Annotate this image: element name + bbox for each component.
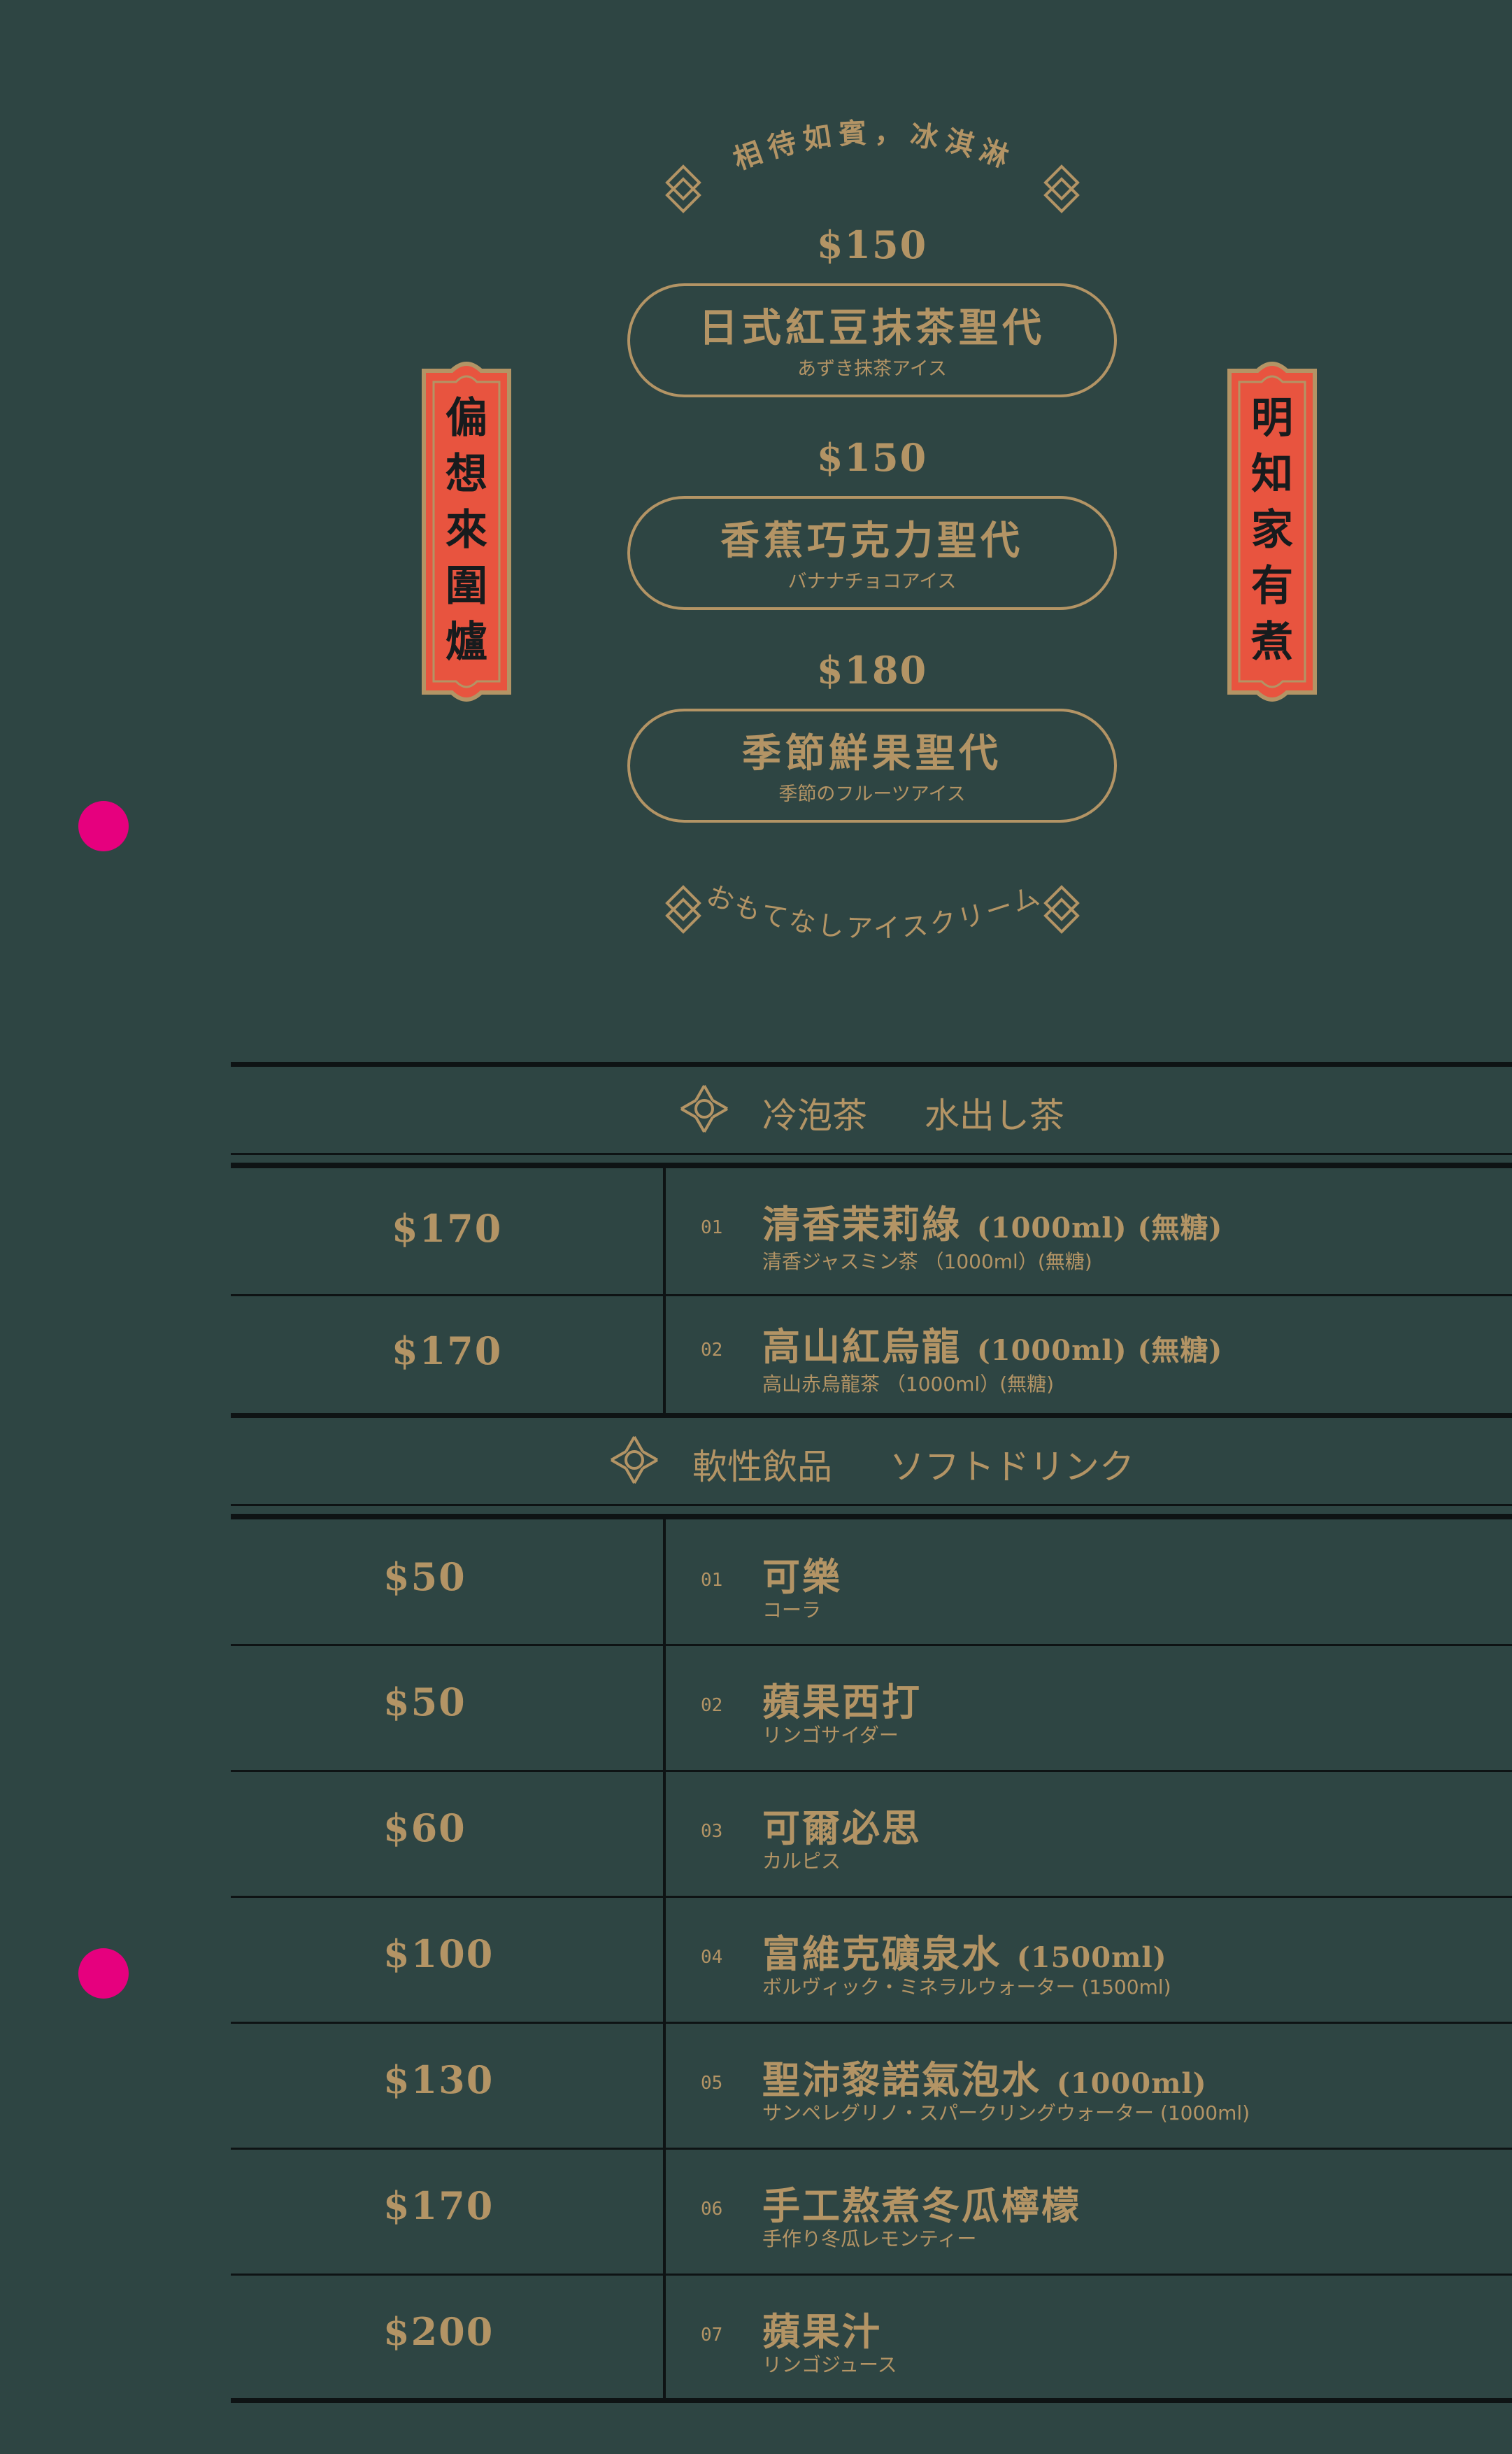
item-volume: (1500ml)	[1016, 1941, 1167, 1974]
item-price: $100	[383, 1931, 494, 1976]
item-jp: 清香ジャスミン茶 （1000ml）(無糖)	[762, 1250, 1092, 1273]
item-number: 03	[701, 1821, 723, 1842]
item-number: 04	[701, 1947, 723, 1968]
item-jp: 高山赤烏龍茶 （1000ml）(無糖)	[762, 1373, 1055, 1396]
item-price: $50	[383, 1554, 466, 1599]
item-price: $170	[383, 2183, 494, 2228]
diamond-icon-top-left	[665, 164, 701, 213]
divider	[231, 1413, 1512, 1418]
dessert-name-1: 日式紅豆抹茶聖代	[699, 305, 1046, 351]
item-number: 02	[701, 1695, 723, 1716]
bottom-arc-text: おもてなしアイスクリーム	[702, 879, 1046, 944]
item-name: 清香茉莉綠 (1000ml) (無糖)	[762, 1202, 1223, 1247]
item-price: $130	[383, 2057, 494, 2102]
banner-right-text: 明知家有煮	[1251, 394, 1293, 667]
divider	[231, 1770, 1512, 1772]
banner-left-text: 偏想來圍爐	[445, 394, 487, 667]
item-name: 蘋果汁	[762, 2309, 882, 2354]
column-divider	[663, 1519, 666, 2399]
dessert-jp-2: バナナチョコアイス	[787, 571, 957, 593]
marker-dot	[78, 1948, 129, 1999]
divider	[231, 1294, 1512, 1296]
banner-right: 明知家有煮	[1222, 357, 1322, 707]
item-jp: ボルヴィック・ミネラルウォーター (1500ml)	[762, 1976, 1171, 1999]
table-row: $170 02 高山紅烏龍 (1000ml) (無糖) 高山赤烏龍茶 （1000…	[231, 1296, 1512, 1413]
dessert-item-2: 香蕉巧克力聖代 バナナチョコアイス	[627, 496, 1117, 610]
item-volume: (1000ml) (無糖)	[976, 1212, 1223, 1244]
divider	[231, 1896, 1512, 1898]
dessert-price-1: $150	[816, 222, 928, 267]
item-name: 富維克礦泉水 (1500ml)	[762, 1931, 1167, 1976]
soft-drinks-header: 軟性飲品 ソフトドリンク	[231, 1434, 1512, 1494]
table-row: $60 03 可爾必思 カルピス	[231, 1772, 1512, 1896]
divider	[231, 1153, 1512, 1155]
item-name: 蘋果西打	[762, 1680, 922, 1724]
item-number: 01	[701, 1217, 723, 1238]
item-price: $170	[392, 1328, 503, 1373]
item-number: 02	[701, 1340, 723, 1361]
top-arc-text: 相待如賓，冰淇淋	[729, 116, 1019, 176]
divider	[231, 1514, 1512, 1519]
table-row: $100 04 富維克礦泉水 (1500ml) ボルヴィック・ミネラルウォーター…	[231, 1898, 1512, 2022]
table-row: $200 07 蘋果汁 リンゴジュース	[231, 2276, 1512, 2399]
soft-drinks-subtitle: ソフトドリンク	[889, 1447, 1134, 1487]
item-jp: 手作り冬瓜レモンティー	[762, 2227, 977, 2250]
diamond-icon-bottom-right	[1043, 885, 1080, 934]
flower-icon	[608, 1434, 660, 1494]
item-jp: カルピス	[762, 1850, 841, 1873]
item-jp: サンペレグリノ・スパークリングウォーター (1000ml)	[762, 2101, 1250, 2125]
divider	[231, 1504, 1512, 1506]
dessert-jp-3: 季節のフルーツアイス	[778, 783, 966, 805]
item-name: 高山紅烏龍 (1000ml) (無糖)	[762, 1324, 1223, 1369]
diamond-icon-bottom-left	[665, 885, 701, 934]
divider	[231, 2148, 1512, 2150]
table-row: $130 05 聖沛黎諾氣泡水 (1000ml) サンペレグリノ・スパークリング…	[231, 2024, 1512, 2148]
item-price: $50	[383, 1680, 466, 1724]
cold-brew-header: 冷泡茶 水出し茶	[231, 1083, 1512, 1143]
divider	[231, 1062, 1512, 1067]
item-price: $170	[392, 1206, 503, 1251]
item-name: 手工熬煮冬瓜檸檬	[762, 2183, 1081, 2228]
item-number: 07	[701, 2325, 723, 2346]
divider	[231, 1644, 1512, 1646]
item-volume: (1000ml) (無糖)	[976, 1334, 1223, 1367]
column-divider	[663, 1168, 666, 1413]
soft-drinks-title: 軟性飲品	[692, 1447, 832, 1487]
dessert-jp-1: あずき抹茶アイス	[797, 358, 947, 380]
item-volume: (1000ml)	[1056, 2067, 1207, 2100]
item-number: 01	[701, 1570, 723, 1591]
table-row: $170 01 清香茉莉綠 (1000ml) (無糖) 清香ジャスミン茶 （10…	[231, 1168, 1512, 1294]
table-row: $170 06 手工熬煮冬瓜檸檬 手作り冬瓜レモンティー	[231, 2150, 1512, 2274]
dessert-item-1: 日式紅豆抹茶聖代 あずき抹茶アイス	[627, 283, 1117, 397]
divider	[231, 2274, 1512, 2276]
dessert-item-3: 季節鮮果聖代 季節のフルーツアイス	[627, 709, 1117, 823]
table-row: $50 01 可樂 コーラ	[231, 1519, 1512, 1644]
item-number: 06	[701, 2199, 723, 2220]
item-price: $60	[383, 1806, 466, 1850]
dessert-name-2: 香蕉巧克力聖代	[720, 518, 1024, 564]
item-number: 05	[701, 2073, 723, 2094]
divider	[231, 1163, 1512, 1168]
dessert-name-3: 季節鮮果聖代	[742, 730, 1002, 776]
item-name: 可爾必思	[762, 1806, 922, 1850]
cold-brew-title: 冷泡茶	[762, 1095, 867, 1136]
cold-brew-subtitle: 水出し茶	[924, 1095, 1064, 1136]
table-row: $50 02 蘋果西打 リンゴサイダー	[231, 1646, 1512, 1770]
item-name: 聖沛黎諾氣泡水 (1000ml)	[762, 2057, 1207, 2102]
item-name: 可樂	[762, 1554, 842, 1599]
dessert-price-3: $180	[816, 648, 928, 693]
diamond-icon-top-right	[1043, 164, 1080, 213]
flower-icon	[678, 1083, 730, 1143]
item-jp: リンゴサイダー	[762, 1724, 899, 1747]
marker-dot	[78, 801, 129, 851]
divider	[231, 2022, 1512, 2024]
item-jp: コーラ	[762, 1598, 822, 1622]
dessert-price-2: $150	[816, 435, 928, 480]
divider	[231, 2398, 1512, 2403]
item-jp: リンゴジュース	[762, 2353, 897, 2376]
banner-left: 偏想來圍爐	[417, 357, 516, 707]
item-price: $200	[383, 2309, 494, 2354]
